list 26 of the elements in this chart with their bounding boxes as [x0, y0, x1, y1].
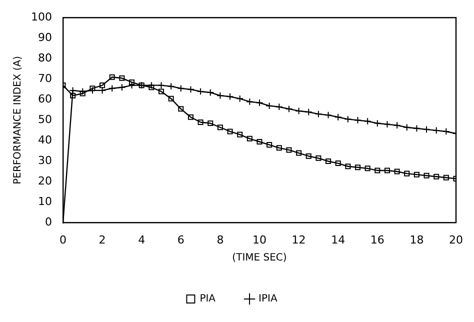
y-tick-label: 10 [38, 195, 52, 208]
y-tick-label: 0 [44, 216, 52, 229]
y-tick-label: 80 [38, 52, 52, 64]
x-tick-label: 0 [59, 233, 66, 246]
x-tick-label: 6 [177, 233, 184, 246]
y-tick-label: 20 [38, 174, 52, 188]
x-tick-label: 4 [138, 233, 146, 246]
y-tick-label: 90 [38, 30, 52, 44]
legend-label: IPIA [258, 294, 278, 305]
x-tick-label: 16 [370, 233, 384, 246]
y-axis-title: PERFORMANCE INDEX (A) [12, 56, 24, 184]
legend-label: PIA [200, 294, 216, 305]
y-tick-label: 40 [38, 134, 52, 147]
y-tick-label: 60 [38, 92, 52, 106]
x-tick-label: 20 [449, 233, 463, 246]
y-tick-label: 50 [38, 113, 52, 126]
x-tick-label: 18 [410, 233, 424, 246]
y-tick-label: 100 [30, 10, 52, 24]
y-tick-label: 30 [38, 154, 52, 168]
x-axis-title: (TIME SEC) [232, 252, 287, 264]
y-tick-label: 70 [38, 72, 52, 86]
x-tick-label: 8 [216, 233, 224, 246]
x-tick-label: 14 [331, 233, 346, 246]
x-tick-label: 10 [252, 233, 266, 246]
x-tick-label: 2 [98, 233, 106, 246]
x-tick-label: 12 [292, 233, 306, 246]
